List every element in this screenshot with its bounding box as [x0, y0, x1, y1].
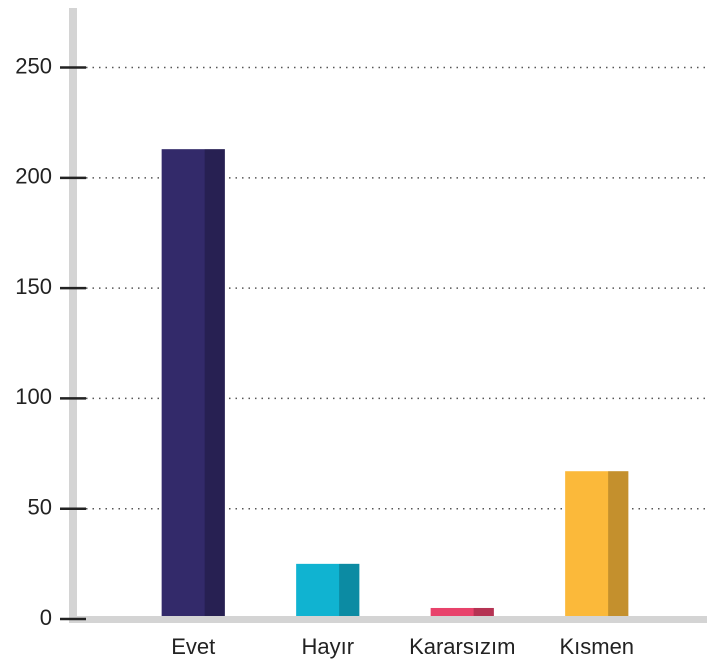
bar [430, 607, 494, 619]
bar [565, 471, 629, 619]
x-tick-label: Kısmen [559, 634, 634, 659]
bar-shade [608, 471, 629, 619]
bar-shade [339, 563, 360, 619]
x-tick-label: Evet [171, 634, 215, 659]
y-tick-label: 200 [15, 164, 52, 189]
bar [296, 563, 360, 619]
x-tick-label: Kararsızım [409, 634, 515, 659]
y-axis [69, 8, 77, 623]
bar [161, 149, 225, 619]
bar-shade [473, 607, 494, 619]
y-tick-label: 50 [28, 495, 52, 520]
x-tick-label: Hayır [301, 634, 354, 659]
y-tick-label: 150 [15, 274, 52, 299]
bar-shade [204, 149, 225, 619]
x-axis [69, 616, 707, 623]
y-tick-label: 250 [15, 53, 52, 78]
y-tick-label: 100 [15, 384, 52, 409]
y-tick-label: 0 [40, 605, 52, 630]
